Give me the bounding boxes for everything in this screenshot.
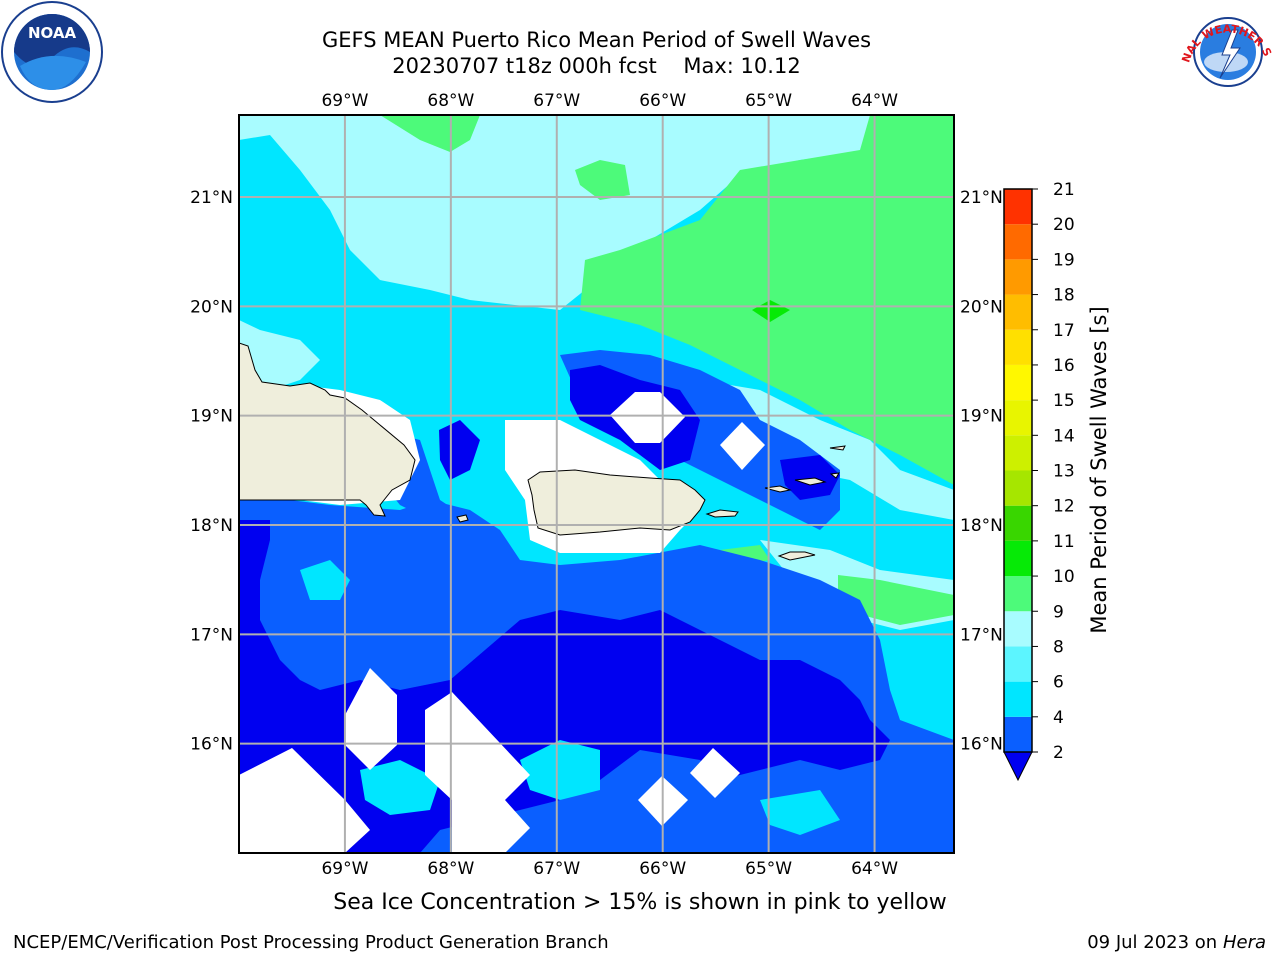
- nws-logo: NATIONAL WEATHER SERVICE: [1176, 0, 1278, 102]
- lon-label-bottom: 66°W: [639, 859, 686, 879]
- contour-c9a: [239, 115, 954, 310]
- lon-label-bottom: 68°W: [427, 859, 474, 879]
- contour-c10b: [380, 115, 480, 152]
- colorbar-tick-label: 8: [1053, 637, 1064, 657]
- colorbar-segment: [1004, 224, 1032, 260]
- contour-c6a: [300, 560, 350, 600]
- lon-label-top: 66°W: [639, 91, 686, 111]
- colorbar-segment: [1004, 259, 1032, 295]
- noaa-logo: NOAA: [1, 1, 103, 103]
- lat-label-left: 18°N: [190, 516, 233, 536]
- lat-label-left: 21°N: [190, 188, 233, 208]
- colorbar-label: Mean Period of Swell Waves [s]: [1087, 306, 1111, 633]
- colorbar: 2 4 6 8 9 10 11 12 13 14 15 16 17 18 19 20 21: [1003, 180, 1075, 782]
- contour-c6b: [360, 760, 440, 815]
- colorbar-tick-label: 11: [1053, 532, 1075, 552]
- colorbar-tick-label: 4: [1053, 708, 1064, 728]
- land-mona: [456, 514, 469, 523]
- colorbar-tick-label: 10: [1053, 567, 1075, 587]
- land-vieques: [705, 509, 739, 518]
- contour-c6c: [520, 740, 600, 800]
- colorbar-tick-label: 17: [1053, 321, 1075, 341]
- contour-c10c: [575, 160, 630, 200]
- colorbar-extend-arrow: [1003, 751, 1033, 782]
- colorbar-tick-label: 12: [1053, 497, 1075, 517]
- colorbar-segment: [1004, 611, 1032, 647]
- colorbar-tick-label: 6: [1053, 673, 1064, 693]
- lon-label-bottom: 69°W: [321, 859, 368, 879]
- colorbar-tick-label: 13: [1053, 462, 1075, 482]
- colorbar-segment: [1004, 329, 1032, 365]
- colorbar-tick-label: 9: [1053, 602, 1064, 622]
- lat-label-right: 16°N: [960, 735, 1003, 755]
- lon-label-top: 64°W: [851, 91, 898, 111]
- colorbar-tick-label: 21: [1053, 180, 1075, 200]
- lon-label-bottom: 64°W: [851, 859, 898, 879]
- lat-label-left: 20°N: [190, 297, 233, 317]
- colorbar-segment: [1004, 505, 1032, 541]
- lat-label-right: 17°N: [960, 625, 1003, 645]
- land-stcroix: [777, 551, 816, 561]
- colorbar-tick-label: 18: [1053, 286, 1075, 306]
- contour-c6d: [760, 790, 840, 835]
- map-gridlines: [239, 115, 954, 853]
- colorbar-tick-label: 14: [1053, 426, 1075, 446]
- contour-c9b: [239, 320, 320, 395]
- colorbar-segment: [1004, 646, 1032, 682]
- lat-label-right: 20°N: [960, 297, 1003, 317]
- contour-c10d: [838, 575, 954, 625]
- map-frame: [238, 114, 955, 854]
- lon-label-bottom: 65°W: [745, 859, 792, 879]
- lat-label-right: 18°N: [960, 516, 1003, 536]
- contour-nd4: [720, 422, 765, 470]
- lat-label-left: 16°N: [190, 735, 233, 755]
- contour-nd3: [610, 392, 685, 443]
- lat-label-right: 19°N: [960, 407, 1003, 427]
- lat-label-right: 21°N: [960, 188, 1003, 208]
- lon-label-bottom: 67°W: [533, 859, 580, 879]
- contour-c10a: [580, 115, 954, 485]
- colorbar-segment: [1004, 400, 1032, 436]
- contour-c2d: [439, 420, 480, 480]
- lon-label-top: 67°W: [533, 91, 580, 111]
- colorbar-segment: [1004, 364, 1032, 401]
- colorbar-segment: [1004, 470, 1032, 506]
- contour-nd9: [239, 748, 370, 853]
- land-vi: [764, 445, 846, 493]
- chart-title-line1: GEFS MEAN Puerto Rico Mean Period of Swe…: [321, 28, 872, 52]
- contour-c2c: [780, 455, 840, 500]
- colorbar-segment: [1004, 435, 1032, 471]
- colorbar-segment: [1004, 576, 1032, 612]
- lat-label-left: 19°N: [190, 407, 233, 427]
- land-hisp: [239, 342, 416, 517]
- colorbar-segment: [1004, 716, 1032, 752]
- colorbar-tick-label: 2: [1053, 743, 1064, 763]
- colorbar-segment: [1004, 681, 1032, 717]
- chart-title-line2: 20230707 t18z 000h fcst Max: 10.12: [392, 54, 801, 78]
- lon-label-top: 65°W: [745, 91, 792, 111]
- colorbar-tick-label: 15: [1053, 391, 1075, 411]
- sea-ice-note: Sea Ice Concentration > 15% is shown in …: [333, 890, 947, 915]
- contour-nd7: [690, 748, 740, 798]
- colorbar-tick-label: 16: [1053, 356, 1075, 376]
- colorbar-tick-label: 20: [1053, 215, 1075, 235]
- colorbar-tick-label: 19: [1053, 250, 1075, 270]
- footer-date-text: 09 Jul 2023 on: [1087, 932, 1223, 953]
- footer-credit: NCEP/EMC/Verification Post Processing Pr…: [13, 932, 609, 953]
- lon-label-top: 68°W: [427, 91, 474, 111]
- lat-label-left: 17°N: [190, 625, 233, 645]
- colorbar-segment: [1004, 294, 1032, 330]
- footer-date: 09 Jul 2023 on Hera: [1087, 932, 1266, 953]
- colorbar-segment: [1004, 189, 1032, 225]
- noaa-logo-text: NOAA: [28, 24, 77, 42]
- colorbar-segment: [1004, 540, 1032, 577]
- swell-period-field: [239, 115, 954, 853]
- footer-machine: Hera: [1222, 932, 1266, 953]
- lon-label-top: 69°W: [321, 91, 368, 111]
